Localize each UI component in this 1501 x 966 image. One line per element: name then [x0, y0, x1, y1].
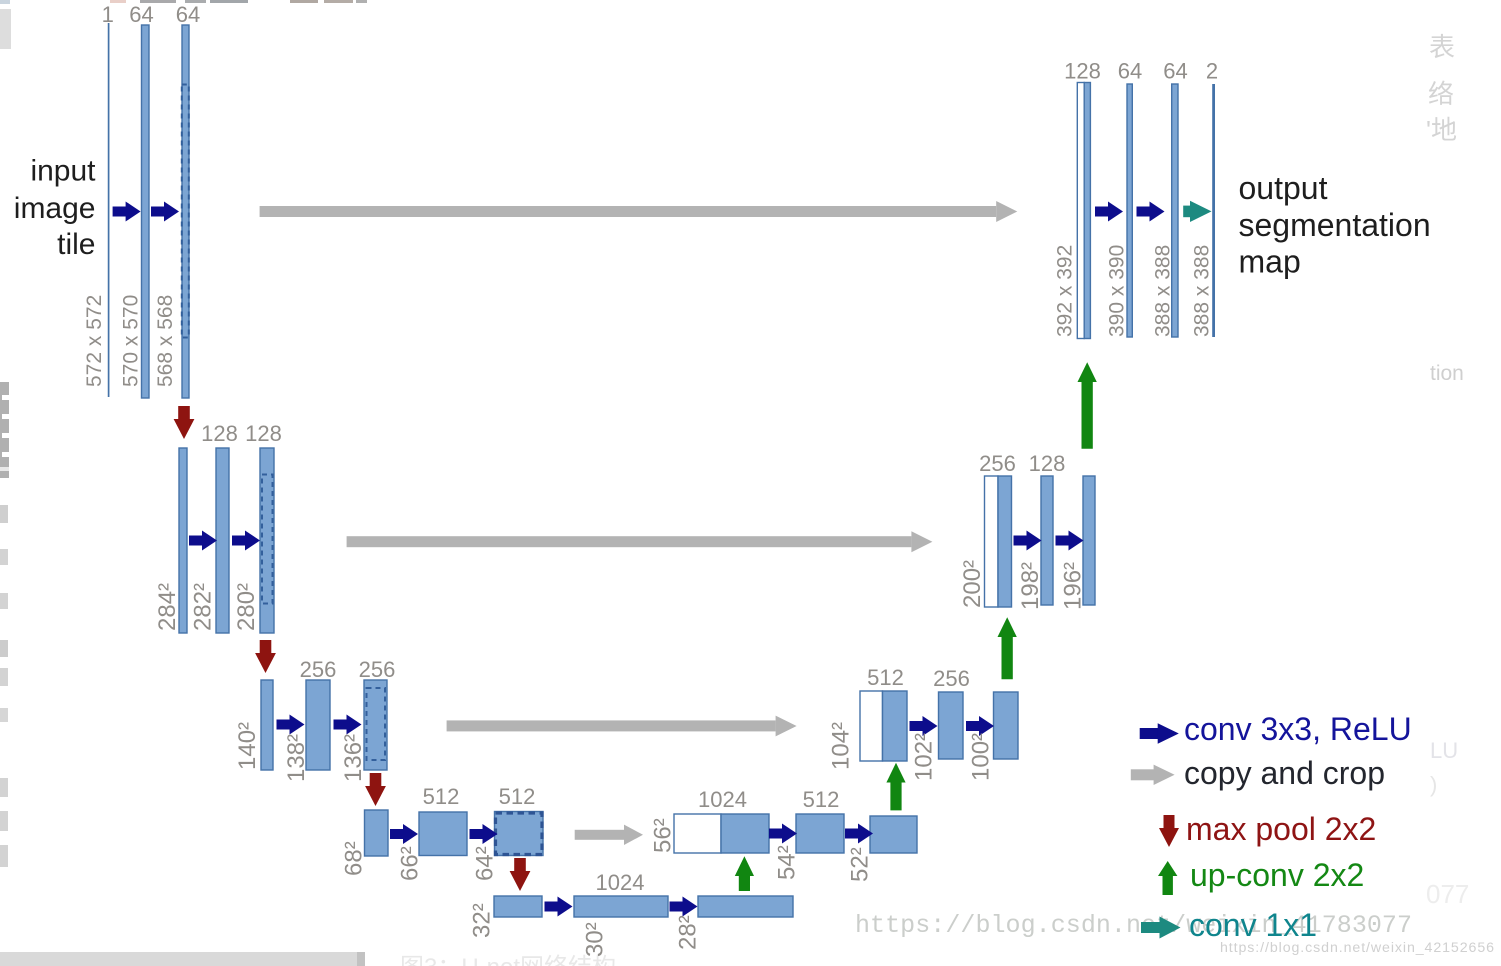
svg-text:54²: 54² — [774, 845, 801, 880]
svg-text:128: 128 — [201, 421, 238, 446]
svg-text:280²: 280² — [233, 583, 260, 631]
svg-text:136²: 136² — [340, 734, 367, 782]
svg-text:'地: '地 — [1426, 115, 1457, 145]
svg-text:64: 64 — [129, 2, 153, 27]
svg-text:104²: 104² — [828, 722, 855, 770]
svg-text:200²: 200² — [959, 560, 986, 608]
svg-text:512: 512 — [867, 665, 904, 690]
svg-text:1024: 1024 — [596, 870, 645, 895]
svg-text:32²: 32² — [469, 903, 496, 938]
svg-text:max pool 2x2: max pool 2x2 — [1186, 811, 1376, 847]
svg-text:copy and crop: copy and crop — [1184, 755, 1385, 791]
svg-text:198²: 198² — [1017, 562, 1044, 610]
svg-text:392 x 392: 392 x 392 — [1054, 245, 1077, 337]
svg-text:2: 2 — [1206, 59, 1218, 84]
svg-text:256: 256 — [933, 666, 970, 691]
svg-text:络: 络 — [1428, 79, 1454, 109]
svg-text:input: input — [30, 155, 96, 188]
svg-text:64: 64 — [176, 2, 200, 27]
svg-text:390 x 390: 390 x 390 — [1106, 245, 1129, 337]
svg-text:512: 512 — [499, 784, 536, 809]
svg-text:表: 表 — [1429, 32, 1455, 62]
svg-text:102²: 102² — [911, 733, 938, 781]
svg-text:100²: 100² — [968, 733, 995, 781]
svg-text:68²: 68² — [341, 841, 368, 876]
svg-text:196²: 196² — [1060, 562, 1087, 610]
svg-text:64: 64 — [1118, 59, 1142, 84]
svg-text:512: 512 — [803, 787, 840, 812]
svg-text:30²: 30² — [582, 922, 609, 957]
svg-text:077: 077 — [1426, 879, 1469, 909]
svg-text:1: 1 — [102, 2, 114, 27]
svg-text:128: 128 — [1064, 59, 1101, 84]
svg-text:64²: 64² — [472, 846, 499, 881]
svg-text:map: map — [1239, 244, 1301, 280]
svg-text:66²: 66² — [397, 846, 424, 881]
svg-text:256: 256 — [359, 657, 396, 682]
svg-text:64: 64 — [1163, 59, 1187, 84]
svg-text:388 x 388: 388 x 388 — [1152, 245, 1175, 337]
svg-text:28²: 28² — [675, 915, 702, 950]
svg-text:56²: 56² — [650, 818, 677, 853]
svg-text:output: output — [1239, 170, 1328, 206]
svg-text:572 x 572: 572 x 572 — [83, 295, 106, 387]
svg-text:LU: LU — [1430, 738, 1458, 763]
svg-text:128: 128 — [245, 421, 282, 446]
svg-text:140²: 140² — [234, 722, 261, 770]
svg-text:570 x 570: 570 x 570 — [120, 295, 143, 387]
svg-text:256: 256 — [979, 451, 1016, 476]
svg-text:282²: 282² — [190, 583, 217, 631]
svg-text:conv 1x1: conv 1x1 — [1189, 907, 1317, 943]
svg-text:512: 512 — [423, 784, 460, 809]
svg-text:tion: tion — [1430, 362, 1464, 385]
svg-text:388 x 388: 388 x 388 — [1191, 245, 1214, 337]
svg-text:图3：U-net网络结构: 图3：U-net网络结构 — [400, 954, 616, 966]
svg-text:52²: 52² — [847, 847, 874, 882]
svg-text:256: 256 — [300, 657, 337, 682]
svg-text:tile: tile — [57, 228, 95, 261]
svg-text:segmentation: segmentation — [1239, 207, 1431, 243]
svg-text:138²: 138² — [283, 734, 310, 782]
svg-text:128: 128 — [1029, 451, 1066, 476]
svg-text:568 x 568: 568 x 568 — [154, 295, 177, 387]
svg-text:284²: 284² — [154, 583, 181, 631]
svg-text:https://blog.csdn.net/weixin_4: https://blog.csdn.net/weixin_41783077 — [855, 911, 1412, 940]
svg-text:image: image — [14, 192, 96, 225]
svg-text:up-conv 2x2: up-conv 2x2 — [1190, 857, 1364, 893]
svg-text:1024: 1024 — [698, 787, 747, 812]
svg-text:https://blog.csdn.net/weixin_4: https://blog.csdn.net/weixin_42152656 — [1220, 940, 1494, 956]
svg-text:conv 3x3, ReLU: conv 3x3, ReLU — [1184, 711, 1412, 747]
svg-text:): ) — [1430, 772, 1437, 797]
